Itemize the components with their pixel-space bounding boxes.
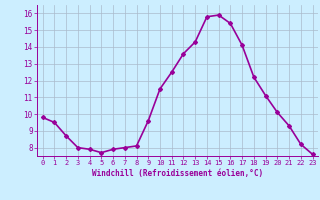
X-axis label: Windchill (Refroidissement éolien,°C): Windchill (Refroidissement éolien,°C) <box>92 169 263 178</box>
